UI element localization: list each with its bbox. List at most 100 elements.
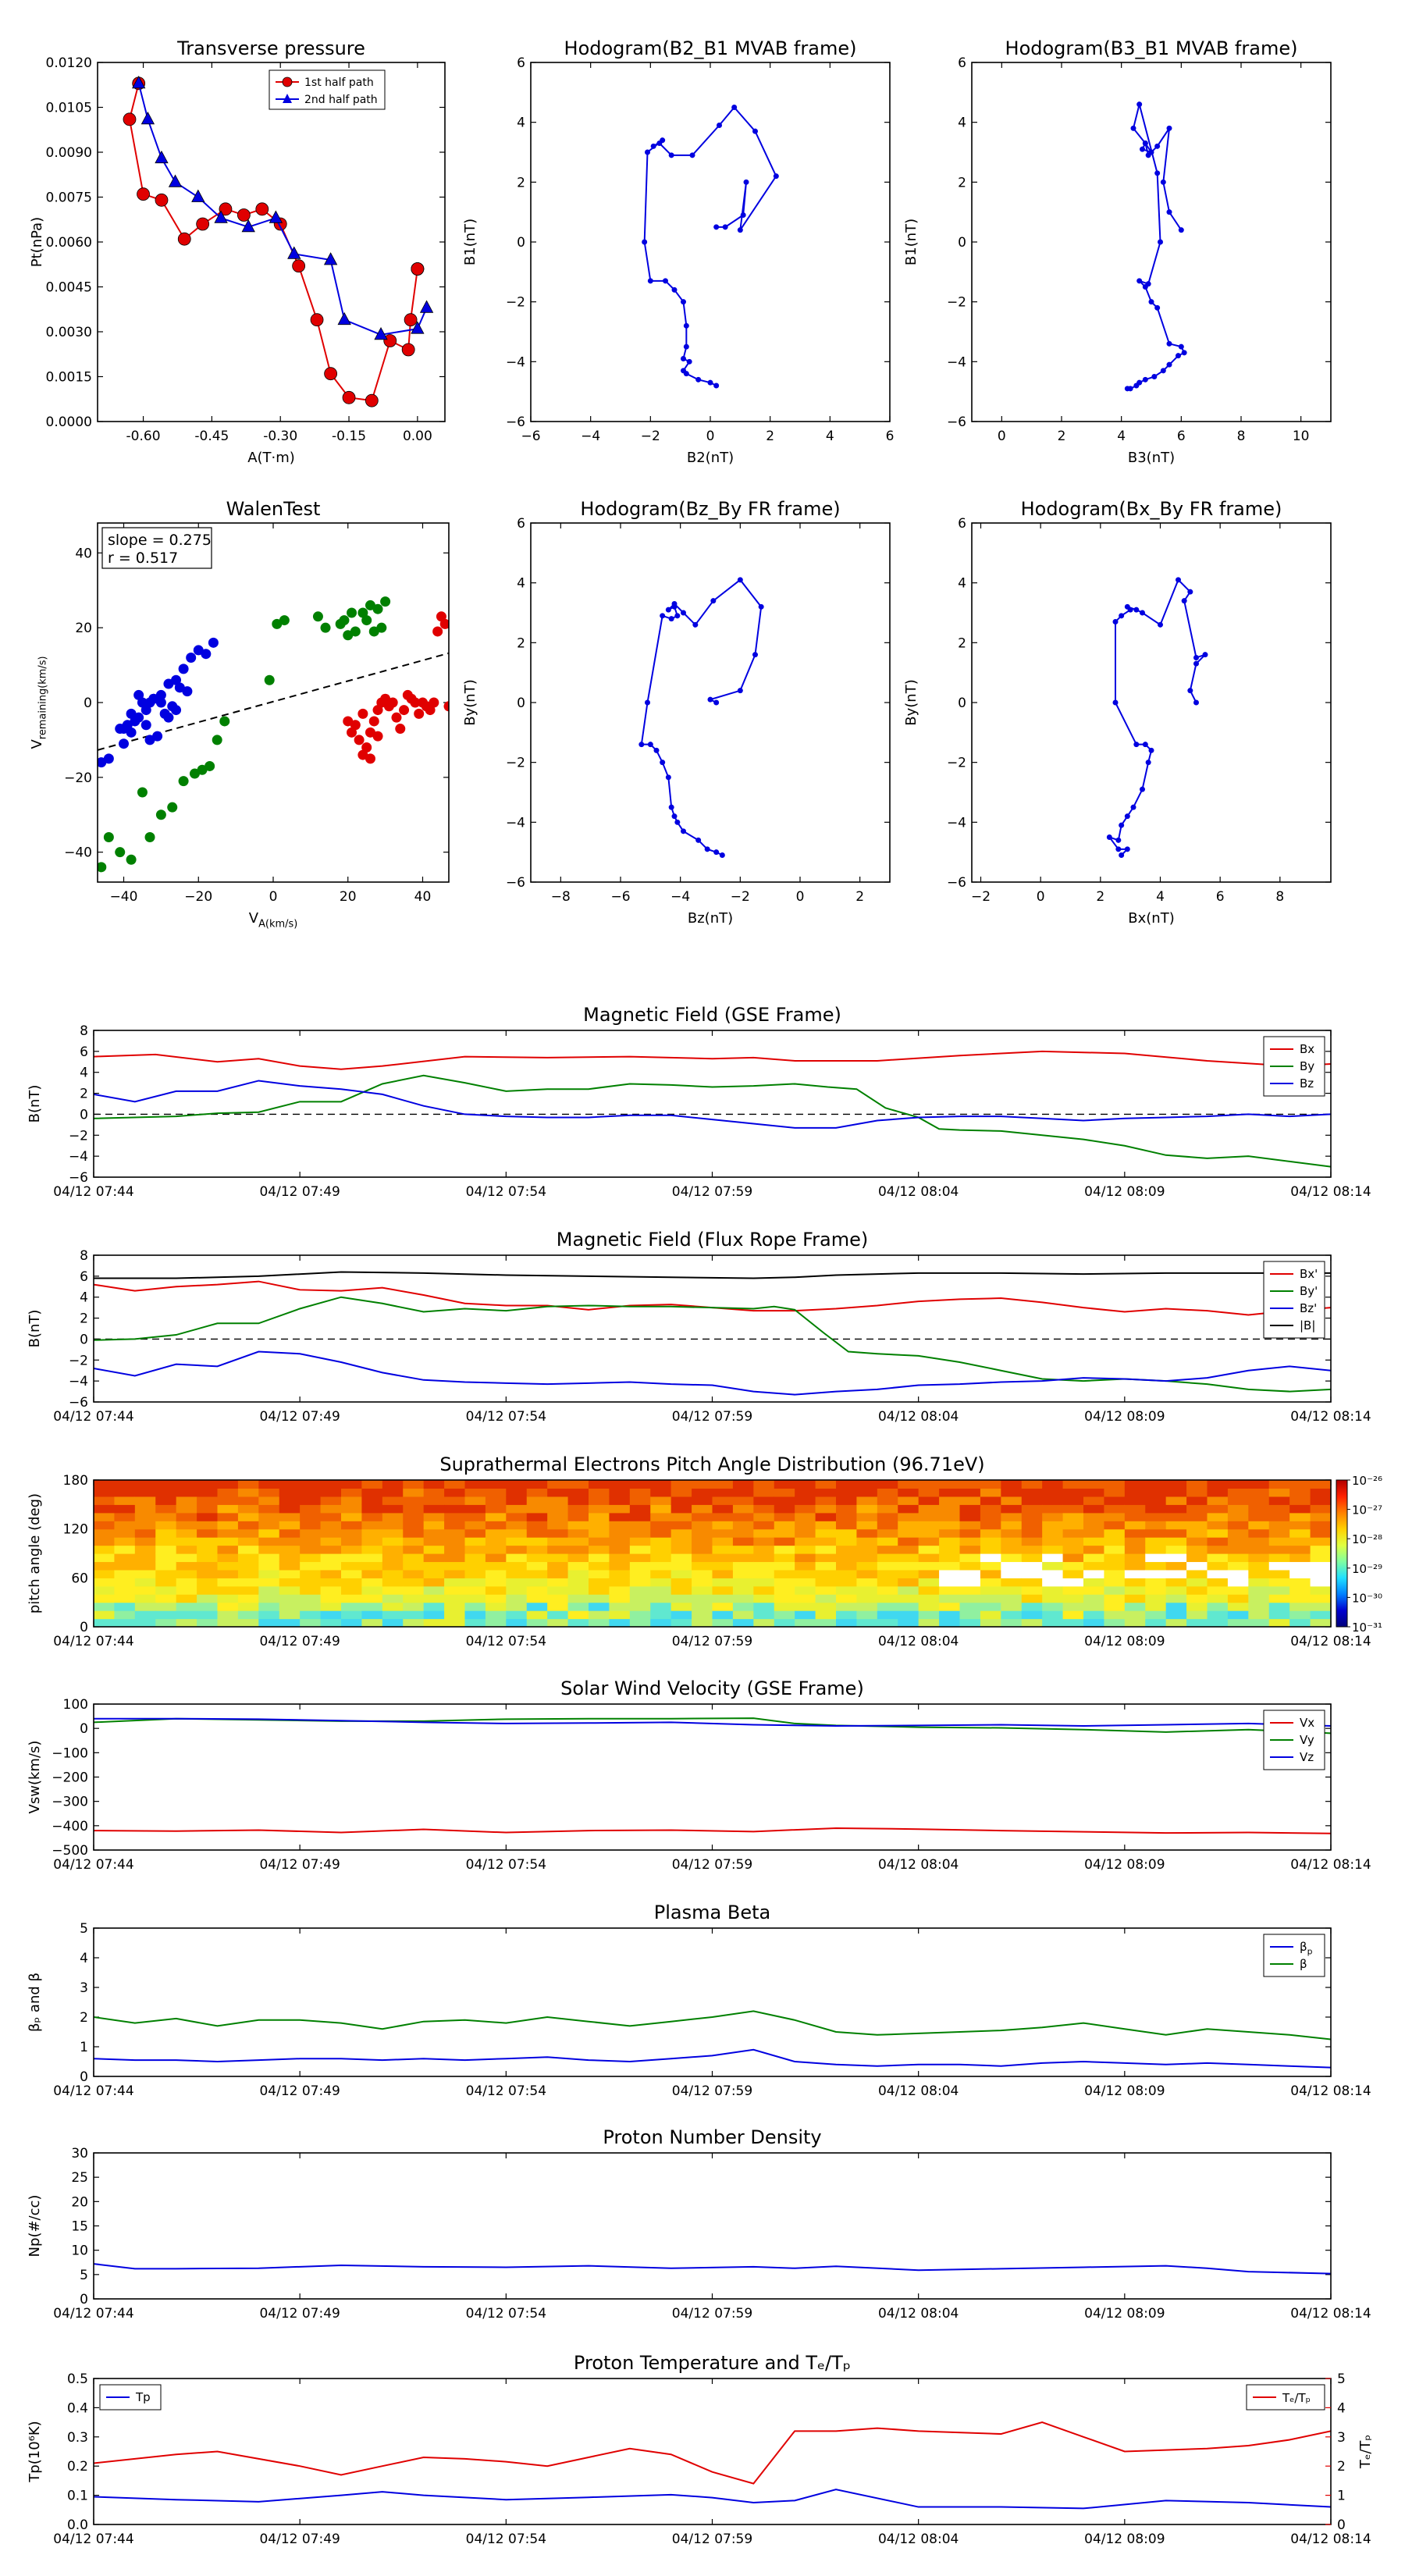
series-line: [94, 1296, 1331, 1393]
y-tick-label: 60: [71, 1571, 88, 1586]
heatmap-cell: [341, 1537, 363, 1546]
y-axis-label: Pt(nPa): [29, 217, 45, 267]
heatmap-cell: [1289, 1528, 1311, 1538]
heatmap-cell: [1145, 1578, 1167, 1587]
heatmap-cell: [1268, 1585, 1290, 1595]
heatmap-cell: [300, 1512, 322, 1521]
heatmap-cell: [1145, 1512, 1167, 1521]
data-point: [155, 193, 169, 207]
y-tick-label: 0: [84, 696, 92, 711]
heatmap-cell: [1021, 1585, 1043, 1595]
heatmap-cell: [692, 1585, 713, 1595]
x-tick-label: 04/12 07:54: [466, 2532, 546, 2547]
heatmap-cell: [176, 1602, 197, 1611]
heatmap-cell: [485, 1488, 507, 1497]
heatmap-cell: [197, 1480, 219, 1489]
heatmap-cell: [217, 1578, 239, 1587]
heatmap-cell: [1310, 1594, 1331, 1603]
heatmap-cell: [341, 1480, 363, 1489]
data-point: [163, 678, 174, 689]
heatmap-cell: [1165, 1618, 1187, 1627]
heatmap-cell: [444, 1569, 466, 1578]
heatmap-cell: [1248, 1512, 1270, 1521]
x-tick-label: 10: [1293, 429, 1310, 444]
data-point: [737, 227, 743, 233]
x-tick-label: 0: [796, 889, 805, 905]
heatmap-cell: [1042, 1618, 1064, 1627]
heatmap-cell: [1104, 1569, 1126, 1578]
heatmap-cell: [1165, 1610, 1187, 1620]
heatmap-cell: [526, 1585, 548, 1595]
data-point: [178, 776, 189, 787]
heatmap-cell: [1207, 1537, 1229, 1546]
heatmap-cell: [939, 1578, 961, 1587]
x-tick-label: 0: [998, 429, 1006, 444]
heatmap-cell: [877, 1594, 898, 1603]
legend-label: Vz: [1300, 1750, 1314, 1764]
legend-box: [269, 69, 386, 110]
y-tick-label: −2: [506, 295, 525, 311]
heatmap-cell: [1083, 1545, 1105, 1554]
annotation-box: [101, 527, 212, 569]
heatmap-cell: [939, 1602, 961, 1611]
data-point: [1166, 340, 1172, 347]
heatmap-cell: [320, 1618, 342, 1627]
heatmap-cell: [155, 1585, 177, 1595]
heatmap-cell: [877, 1504, 898, 1514]
heatmap-cell: [815, 1610, 837, 1620]
y-tick-label: 8: [80, 1248, 88, 1264]
heatmap-cell: [1227, 1496, 1249, 1505]
heatmap-cell: [506, 1602, 528, 1611]
heatmap-cell: [382, 1561, 404, 1571]
heatmap-cell: [1104, 1488, 1126, 1497]
data-point: [1127, 607, 1133, 613]
heatmap-cell: [774, 1578, 795, 1587]
heatmap-cell: [795, 1480, 816, 1489]
heatmap-cell: [176, 1504, 197, 1514]
y2-tick-label: 3: [1337, 2430, 1346, 2446]
heatmap-cell: [815, 1528, 837, 1538]
heatmap-cell: [980, 1585, 1001, 1595]
data-point: [710, 598, 717, 604]
heatmap-cell: [918, 1553, 940, 1563]
panel-title: Proton Temperature and Tₑ/Tₚ: [574, 2352, 851, 2374]
y-tick-label: −6: [69, 1170, 88, 1186]
heatmap-cell: [423, 1528, 445, 1538]
panel-title: Magnetic Field (Flux Rope Frame): [557, 1229, 868, 1251]
heatmap-cell: [815, 1569, 837, 1578]
heatmap-cell: [650, 1496, 672, 1505]
heatmap-cell: [1124, 1602, 1146, 1611]
heatmap-cell: [320, 1521, 342, 1530]
heatmap-cell: [836, 1569, 858, 1578]
heatmap-cell: [155, 1610, 177, 1620]
heatmap-cell: [959, 1504, 981, 1514]
heatmap-cell: [547, 1488, 569, 1497]
heatmap-cell: [444, 1480, 466, 1489]
x-tick-label: 04/12 08:14: [1290, 1857, 1371, 1873]
heatmap-cell: [836, 1594, 858, 1603]
heatmap-cell: [1001, 1512, 1023, 1521]
axes-frame: [93, 1703, 1332, 1851]
heatmap-cell: [94, 1569, 116, 1578]
heatmap-cell: [258, 1496, 280, 1505]
heatmap-cell: [361, 1521, 383, 1530]
y-tick-label: −200: [52, 1770, 88, 1786]
heatmap-cell: [898, 1496, 919, 1505]
heatmap-cell: [1268, 1602, 1290, 1611]
heatmap-cell: [980, 1610, 1001, 1620]
heatmap-cell: [176, 1610, 197, 1620]
heatmap-cell: [1042, 1602, 1064, 1611]
heatmap-cell: [836, 1545, 858, 1554]
heatmap-cell: [1289, 1496, 1311, 1505]
heatmap-cell: [1310, 1496, 1331, 1505]
data-point: [119, 724, 130, 735]
heatmap-cell: [774, 1496, 795, 1505]
series-line: [94, 1280, 1331, 1316]
heatmap-cell: [836, 1585, 858, 1595]
heatmap-cell: [300, 1602, 322, 1611]
heatmap-cell: [1042, 1521, 1064, 1530]
heatmap-cell: [753, 1610, 775, 1620]
legend-label: 2nd half path: [304, 94, 378, 106]
heatmap-cell: [217, 1521, 239, 1530]
plot-area: [94, 1050, 1331, 1168]
